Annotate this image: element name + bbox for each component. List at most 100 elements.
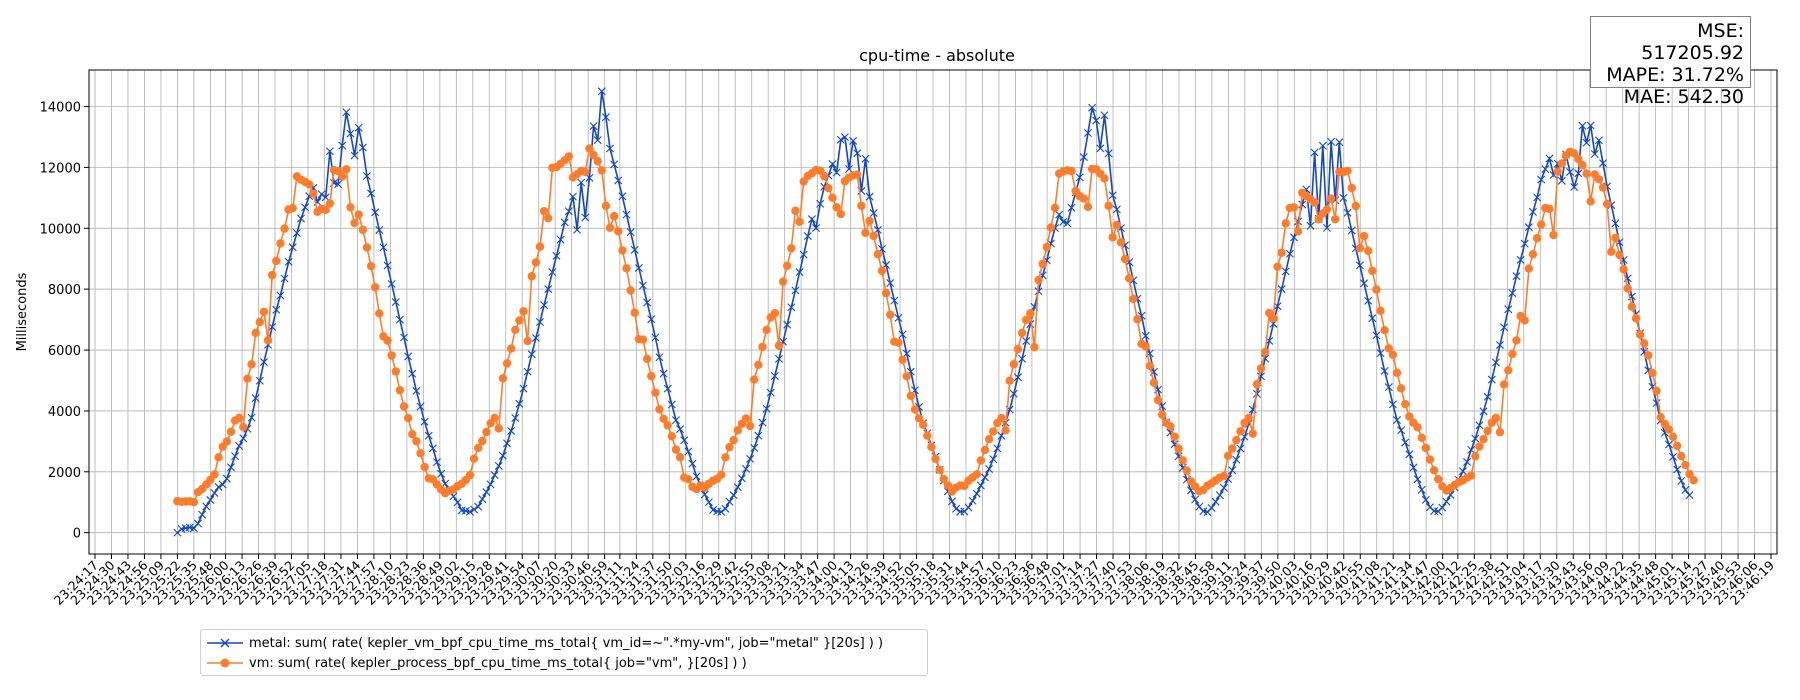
data-point [1055,210,1064,219]
y-tick-label: 0 [73,527,81,542]
data-point [383,336,392,345]
data-point [239,434,248,443]
data-point [1174,444,1183,453]
data-point [309,189,318,198]
data-point [1108,233,1117,242]
data-point [362,243,372,252]
data-point [1664,440,1673,449]
data-point [560,218,569,227]
data-point [593,136,602,145]
data-point [482,488,491,497]
data-point [1281,219,1290,228]
data-point [527,272,536,281]
data-point [194,519,202,528]
data-point [589,150,598,160]
data-point [742,464,750,473]
data-point [663,421,672,430]
data-point [828,159,837,168]
data-point [873,250,883,259]
data-point [1425,455,1435,464]
data-point [1252,389,1261,398]
data-point [1124,274,1134,283]
data-point [1100,111,1109,120]
data-point [338,172,347,181]
data-point [609,212,619,221]
data-point [980,445,990,455]
data-point [869,231,878,241]
data-point [474,502,483,511]
data-point [395,386,405,395]
data-point [898,330,907,339]
data-point [783,261,792,270]
data-point [317,190,326,199]
data-point [515,399,524,408]
data-point [589,122,598,131]
data-point [807,215,816,224]
data-point [1013,344,1023,354]
data-point [1627,302,1637,311]
data-point [222,437,232,446]
data-point [754,360,763,370]
data-point [700,490,709,499]
data-point [350,218,359,228]
y-tick-label: 6000 [48,344,81,359]
data-point [1355,243,1365,253]
data-point [1438,503,1447,512]
data-point [647,315,656,324]
data-point [770,309,780,318]
data-point [523,336,532,346]
data-point [894,313,903,322]
data-point [577,178,586,187]
data-point [259,358,268,367]
data-point [531,258,541,267]
data-point [276,291,285,300]
data-point [1417,433,1426,442]
data-point [408,369,417,378]
data-point [725,442,734,452]
data-point [676,425,685,434]
data-point [704,498,713,507]
data-point [1108,191,1117,200]
data-point [795,268,804,277]
data-point [1022,336,1031,345]
data-point [370,283,380,292]
data-point [1615,250,1624,260]
data-point [820,172,829,181]
data-point [614,227,623,236]
data-point [1017,328,1027,338]
x-axis: 23:24:1723:24:3023:24:4323:24:5623:25:09… [51,554,1777,608]
data-point [853,170,862,179]
data-point [1026,309,1035,318]
data-point [1339,193,1348,202]
data-point [865,192,874,201]
data-point [1063,219,1072,228]
data-point [968,496,977,505]
data-point [1005,376,1014,385]
data-point [1499,380,1509,389]
data-point [709,505,718,514]
data-point [1252,380,1262,389]
data-point [391,367,400,376]
data-point [482,427,491,437]
data-point [585,144,594,153]
data-point [301,203,310,212]
data-point [478,436,487,446]
data-point [1285,249,1294,258]
data-point [1496,340,1504,349]
data-point [247,360,256,369]
legend-entry-metal: metal: sum( rate( kepler_vm_bpf_cpu_time… [201,633,883,653]
data-point [251,394,260,403]
data-point [1405,412,1414,421]
data-point [280,274,289,283]
data-point [1582,138,1591,147]
data-point [787,303,796,312]
data-point [210,488,219,497]
legend: metal: sum( rate( kepler_vm_bpf_cpu_time… [200,629,928,676]
data-point [325,147,334,156]
data-point [667,432,677,441]
data-point [1532,234,1542,243]
data-point [206,496,215,504]
data-point [1355,261,1364,270]
data-point [1471,434,1480,443]
data-point [375,309,384,318]
